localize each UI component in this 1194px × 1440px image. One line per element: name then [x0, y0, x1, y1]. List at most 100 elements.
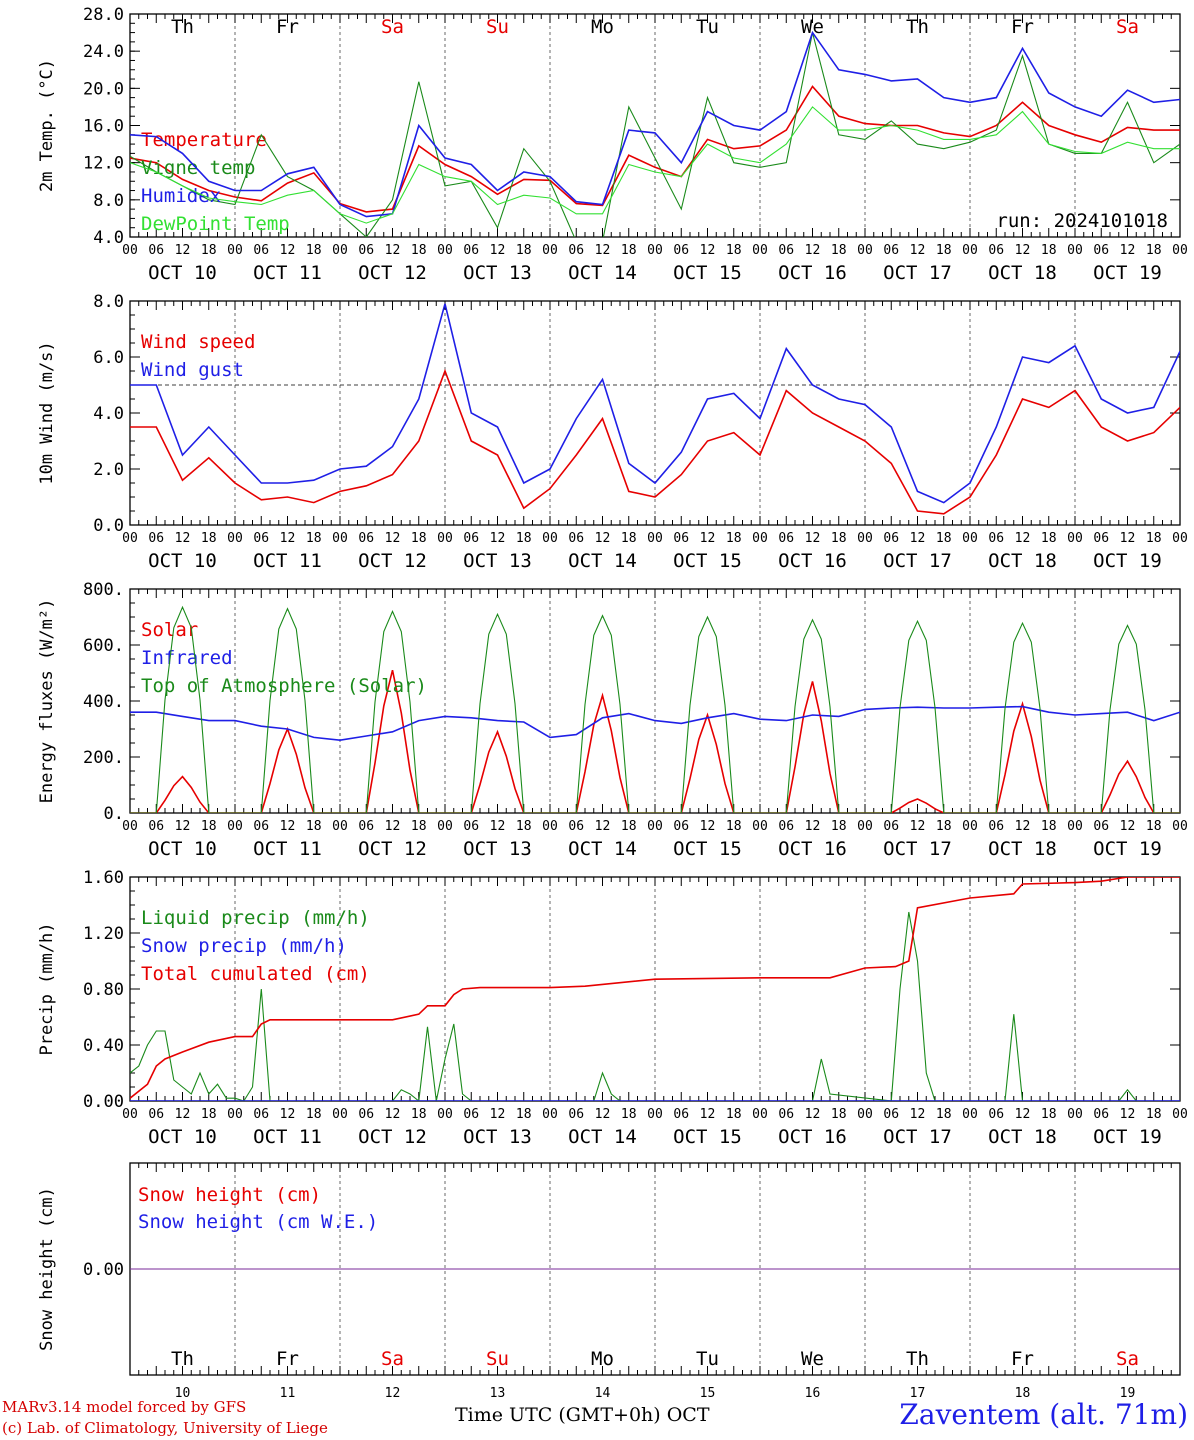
hour-tick-label: 06 [358, 1107, 374, 1122]
hour-tick-label: 06 [253, 819, 269, 834]
y-tick-label: 20.0 [83, 79, 124, 99]
weekday-label: Th [906, 16, 929, 38]
hour-tick-label: 12 [385, 1107, 401, 1122]
plot-frame [129, 300, 1181, 526]
hour-tick-label: 12 [910, 1107, 926, 1122]
date-label: OCT 17 [883, 550, 952, 572]
date-label: OCT 10 [148, 1126, 217, 1148]
legend-wind-gust: Wind gust [141, 359, 244, 381]
hour-tick-label: 18 [201, 819, 217, 834]
hour-tick-label: 06 [358, 531, 374, 546]
hour-tick-label: 00 [227, 1107, 243, 1122]
series-line [130, 85, 1180, 213]
hour-tick-label: 12 [175, 1107, 191, 1122]
hour-tick-label: 00 [857, 531, 873, 546]
hour-tick-label: 18 [831, 243, 847, 258]
hour-tick-label: 00 [437, 243, 453, 258]
hour-tick-label: 00 [437, 819, 453, 834]
series-line [130, 303, 1180, 504]
hour-tick-label: 12 [805, 1107, 821, 1122]
hour-tick-label: 12 [280, 1107, 296, 1122]
hour-tick-label: 12 [280, 531, 296, 546]
hour-tick-label: 00 [122, 243, 138, 258]
date-label: OCT 14 [568, 1126, 637, 1148]
hour-tick-label: 06 [568, 243, 584, 258]
hour-tick-label: 00 [542, 531, 558, 546]
weekday-label: Fr [276, 16, 299, 38]
hour-tick-label: 12 [700, 243, 716, 258]
hour-tick-label: 12 [385, 819, 401, 834]
y-tick-label: 8.0 [93, 292, 124, 312]
hour-tick-label: 00 [1172, 1107, 1188, 1122]
hour-tick-label: 18 [411, 243, 427, 258]
date-label: OCT 10 [148, 262, 217, 284]
y-tick-label: 4.0 [93, 228, 124, 248]
hour-tick-label: 12 [1015, 819, 1031, 834]
hour-tick-label: 12 [700, 819, 716, 834]
y-tick-label: 600. [83, 636, 124, 656]
hour-tick-label: 00 [122, 1107, 138, 1122]
hour-tick-label: 00 [542, 1107, 558, 1122]
hour-tick-label: 00 [1067, 531, 1083, 546]
hour-tick-label: 00 [962, 819, 978, 834]
hour-tick-label: 06 [988, 531, 1004, 546]
hour-tick-label: 06 [673, 243, 689, 258]
day-number-label: 18 [1015, 1386, 1031, 1401]
weekday-label: Th [171, 1348, 194, 1370]
hour-tick-label: 06 [148, 819, 164, 834]
hour-tick-label: 00 [647, 243, 663, 258]
hour-tick-label: 18 [306, 243, 322, 258]
hour-tick-label: 00 [332, 819, 348, 834]
y-tick-label: 4.0 [93, 404, 124, 424]
date-label: OCT 18 [988, 550, 1057, 572]
date-label: OCT 14 [568, 262, 637, 284]
lab-credit: (c) Lab. of Climatology, University of L… [2, 1419, 328, 1437]
hour-tick-label: 12 [1120, 531, 1136, 546]
hour-tick-label: 06 [778, 1107, 794, 1122]
series-line [130, 106, 1180, 224]
hour-tick-label: 06 [883, 243, 899, 258]
hour-tick-label: 06 [1093, 243, 1109, 258]
hour-tick-label: 06 [463, 819, 479, 834]
day-number-label: 14 [595, 1386, 611, 1401]
hour-tick-label: 06 [778, 819, 794, 834]
hour-tick-label: 12 [280, 819, 296, 834]
hour-tick-label: 12 [910, 243, 926, 258]
date-label: OCT 19 [1093, 550, 1162, 572]
hour-tick-label: 12 [700, 1107, 716, 1122]
hour-tick-label: 00 [962, 243, 978, 258]
x-axis-title: Time UTC (GMT+0h) OCT [455, 1404, 710, 1426]
hour-tick-label: 18 [936, 531, 952, 546]
date-label: OCT 11 [253, 1126, 322, 1148]
weekday-label: Sa [381, 16, 404, 38]
hour-tick-label: 06 [673, 531, 689, 546]
date-label: OCT 15 [673, 1126, 742, 1148]
hour-tick-label: 12 [490, 1107, 506, 1122]
hour-tick-label: 00 [647, 819, 663, 834]
legend-solar: Solar [141, 619, 198, 641]
hour-tick-label: 00 [752, 531, 768, 546]
hour-tick-label: 06 [988, 1107, 1004, 1122]
day-number-label: 10 [175, 1386, 191, 1401]
y-tick-label: 2.0 [93, 460, 124, 480]
hour-tick-label: 18 [306, 819, 322, 834]
legend-liquid-precip-mm-h-: Liquid precip (mm/h) [141, 907, 370, 929]
series-line [130, 605, 1180, 813]
date-label: OCT 16 [778, 550, 847, 572]
y-tick-label: 400. [83, 692, 124, 712]
y-tick-label: 6.0 [93, 348, 124, 368]
hour-tick-label: 00 [962, 531, 978, 546]
hour-tick-label: 00 [857, 243, 873, 258]
date-label: OCT 12 [358, 1126, 427, 1148]
hour-tick-label: 06 [1093, 819, 1109, 834]
hour-tick-label: 18 [1041, 819, 1057, 834]
date-label: OCT 12 [358, 838, 427, 860]
hour-tick-label: 06 [883, 819, 899, 834]
y-tick-label: 200. [83, 748, 124, 768]
date-label: OCT 10 [148, 550, 217, 572]
weekday-label: Tu [696, 16, 719, 38]
hour-tick-label: 06 [568, 531, 584, 546]
weekday-label: We [801, 1348, 824, 1370]
date-label: OCT 17 [883, 262, 952, 284]
weekday-label: We [801, 16, 824, 38]
